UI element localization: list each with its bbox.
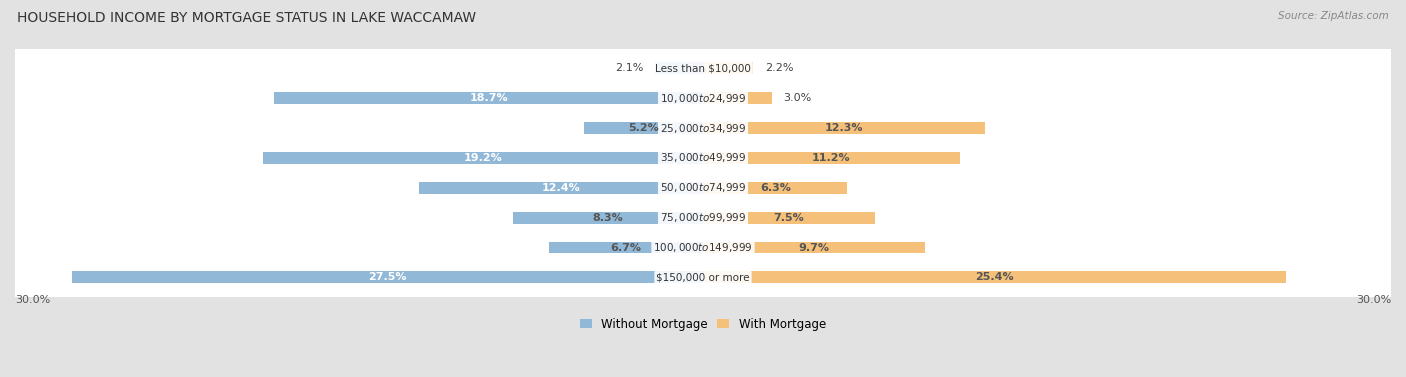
Text: $75,000 to $99,999: $75,000 to $99,999 <box>659 211 747 224</box>
FancyBboxPatch shape <box>0 107 1406 149</box>
Text: 12.3%: 12.3% <box>825 123 863 133</box>
FancyBboxPatch shape <box>0 196 1406 239</box>
Bar <box>655 62 703 74</box>
Text: 8.3%: 8.3% <box>592 213 623 223</box>
Text: $50,000 to $74,999: $50,000 to $74,999 <box>659 181 747 194</box>
Text: 7.5%: 7.5% <box>773 213 804 223</box>
Text: 2.1%: 2.1% <box>614 63 644 74</box>
Text: 30.0%: 30.0% <box>1355 295 1391 305</box>
Text: 11.2%: 11.2% <box>813 153 851 163</box>
FancyBboxPatch shape <box>0 47 1406 90</box>
FancyBboxPatch shape <box>0 167 1406 209</box>
Text: 25.4%: 25.4% <box>974 273 1014 282</box>
Text: 5.2%: 5.2% <box>628 123 659 133</box>
Bar <box>703 122 986 134</box>
Bar <box>703 242 925 253</box>
FancyBboxPatch shape <box>0 77 1406 120</box>
Bar <box>550 242 703 253</box>
Text: 30.0%: 30.0% <box>15 295 51 305</box>
FancyBboxPatch shape <box>0 226 1406 269</box>
Bar <box>274 92 703 104</box>
Bar <box>263 152 703 164</box>
Text: $10,000 to $24,999: $10,000 to $24,999 <box>659 92 747 105</box>
Bar <box>513 212 703 224</box>
Bar <box>72 271 703 284</box>
Text: 18.7%: 18.7% <box>470 93 508 103</box>
Text: $35,000 to $49,999: $35,000 to $49,999 <box>659 152 747 164</box>
Text: Source: ZipAtlas.com: Source: ZipAtlas.com <box>1278 11 1389 21</box>
Bar <box>703 152 960 164</box>
Text: $150,000 or more: $150,000 or more <box>657 273 749 282</box>
Text: 9.7%: 9.7% <box>799 242 830 253</box>
Bar <box>419 182 703 194</box>
Text: Less than $10,000: Less than $10,000 <box>655 63 751 74</box>
Text: HOUSEHOLD INCOME BY MORTGAGE STATUS IN LAKE WACCAMAW: HOUSEHOLD INCOME BY MORTGAGE STATUS IN L… <box>17 11 477 25</box>
Text: $25,000 to $34,999: $25,000 to $34,999 <box>659 121 747 135</box>
Bar <box>703 62 754 74</box>
Text: 2.2%: 2.2% <box>765 63 793 74</box>
Text: 19.2%: 19.2% <box>464 153 502 163</box>
FancyBboxPatch shape <box>0 256 1406 299</box>
Text: 3.0%: 3.0% <box>783 93 811 103</box>
Bar <box>703 182 848 194</box>
Bar <box>703 92 772 104</box>
Text: 6.3%: 6.3% <box>759 183 790 193</box>
Text: 6.7%: 6.7% <box>610 242 641 253</box>
Bar <box>583 122 703 134</box>
Bar <box>703 271 1285 284</box>
Text: $100,000 to $149,999: $100,000 to $149,999 <box>654 241 752 254</box>
Text: 27.5%: 27.5% <box>368 273 406 282</box>
Text: 12.4%: 12.4% <box>541 183 581 193</box>
FancyBboxPatch shape <box>0 137 1406 179</box>
Bar <box>703 212 875 224</box>
Legend: Without Mortgage, With Mortgage: Without Mortgage, With Mortgage <box>575 313 831 336</box>
